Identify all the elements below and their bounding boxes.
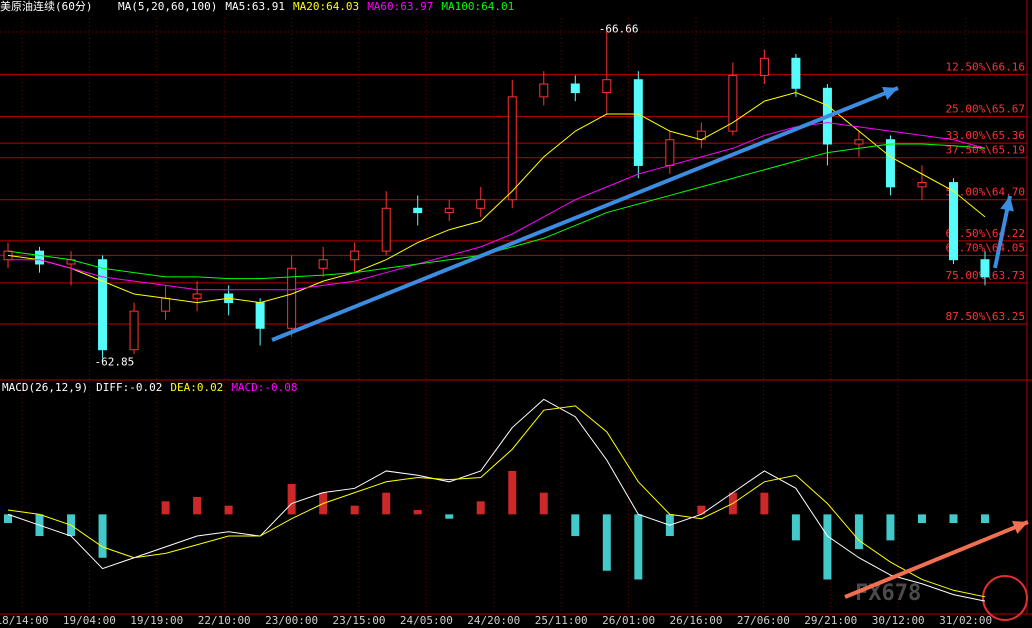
candle-body — [791, 57, 801, 89]
x-tick-label: 29/21:00 — [804, 614, 857, 627]
indicator-label: MA5:63.91 — [225, 0, 285, 13]
x-tick-label: 22/10:00 — [198, 614, 251, 627]
macd-arrow-head — [1012, 521, 1028, 534]
trend-arrow-head — [882, 86, 898, 100]
x-tick-label: 19/04:00 — [63, 614, 116, 627]
indicator-label: MA60:63.97 — [367, 0, 433, 13]
candle-body — [444, 207, 454, 214]
x-tick-label: 24/05:00 — [400, 614, 453, 627]
candle-body — [350, 250, 360, 261]
x-tick-label: 31/02:00 — [939, 614, 992, 627]
watermark: FX678 — [855, 581, 921, 606]
annotation: -62.85 — [95, 355, 135, 368]
candle-body — [476, 199, 486, 209]
indicator-label: MA100:64.01 — [441, 0, 514, 13]
candle-body — [602, 79, 612, 94]
macd-dea — [7, 405, 986, 598]
candle-body — [570, 83, 580, 94]
candle-body — [192, 293, 202, 299]
x-tick-label: 26/16:00 — [670, 614, 723, 627]
trend-arrow — [271, 86, 899, 342]
candle-body — [255, 302, 265, 329]
x-tick-label: 23/00:00 — [265, 614, 318, 627]
candle-body — [98, 259, 108, 351]
macd-diff — [7, 398, 986, 602]
ma-line — [7, 92, 986, 304]
candle-body — [507, 96, 517, 201]
candle-body — [917, 182, 927, 188]
x-tick-label: 27/06:00 — [737, 614, 790, 627]
fib-label: 12.50%\66.16 — [946, 61, 1025, 74]
x-tick-label: 23/15:00 — [333, 614, 386, 627]
candle-body — [35, 250, 45, 265]
chart-title: 美原油连续(60分) — [0, 0, 93, 13]
x-tick-label: 26/01:00 — [602, 614, 655, 627]
fib-label: 62.50%\64.22 — [946, 227, 1025, 240]
macd-arrow — [844, 520, 1029, 599]
rebound-arrow-head — [1000, 196, 1014, 212]
candle-body — [539, 83, 549, 98]
fib-label: 33.00%\65.36 — [946, 129, 1025, 142]
x-tick-label: 25/11:00 — [535, 614, 588, 627]
indicator-label: MA20:64.03 — [293, 0, 359, 13]
candle-body — [161, 297, 171, 312]
candle-body — [633, 79, 643, 166]
candle-body — [854, 139, 864, 145]
candle-body — [728, 74, 738, 132]
candle-body — [948, 182, 958, 261]
highlight-circle — [982, 575, 1028, 621]
macd-label: MACD(26,12,9) — [2, 381, 88, 394]
indicator-label: MA(5,20,60,100) — [118, 0, 217, 13]
macd-label: MACD:-0.08 — [231, 381, 297, 394]
candle-body — [381, 207, 391, 252]
fib-label: 87.50%\63.25 — [946, 310, 1025, 323]
candle-body — [129, 310, 139, 351]
annotation: -66.66 — [599, 23, 639, 36]
macd-label: DIFF:-0.02 — [96, 381, 162, 394]
candle-body — [759, 57, 769, 76]
ma-line — [8, 122, 986, 291]
x-tick-label: 30/12:00 — [872, 614, 925, 627]
x-tick-label: 18/14:00 — [0, 614, 48, 627]
fib-label: 25.00%\65.67 — [946, 103, 1025, 116]
macd-label: DEA:0.02 — [170, 381, 223, 394]
fib-label: 66.70%\64.05 — [946, 241, 1025, 254]
x-tick-label: 24/20:00 — [467, 614, 520, 627]
x-tick-label: 19/19:00 — [130, 614, 183, 627]
candle-body — [287, 267, 297, 329]
candle-body — [885, 139, 895, 188]
candle-body — [318, 259, 328, 269]
fib-label: 50.00%\64.70 — [946, 186, 1025, 199]
candle-body — [665, 139, 675, 166]
candle-body — [413, 207, 423, 214]
candle-body — [980, 259, 990, 278]
